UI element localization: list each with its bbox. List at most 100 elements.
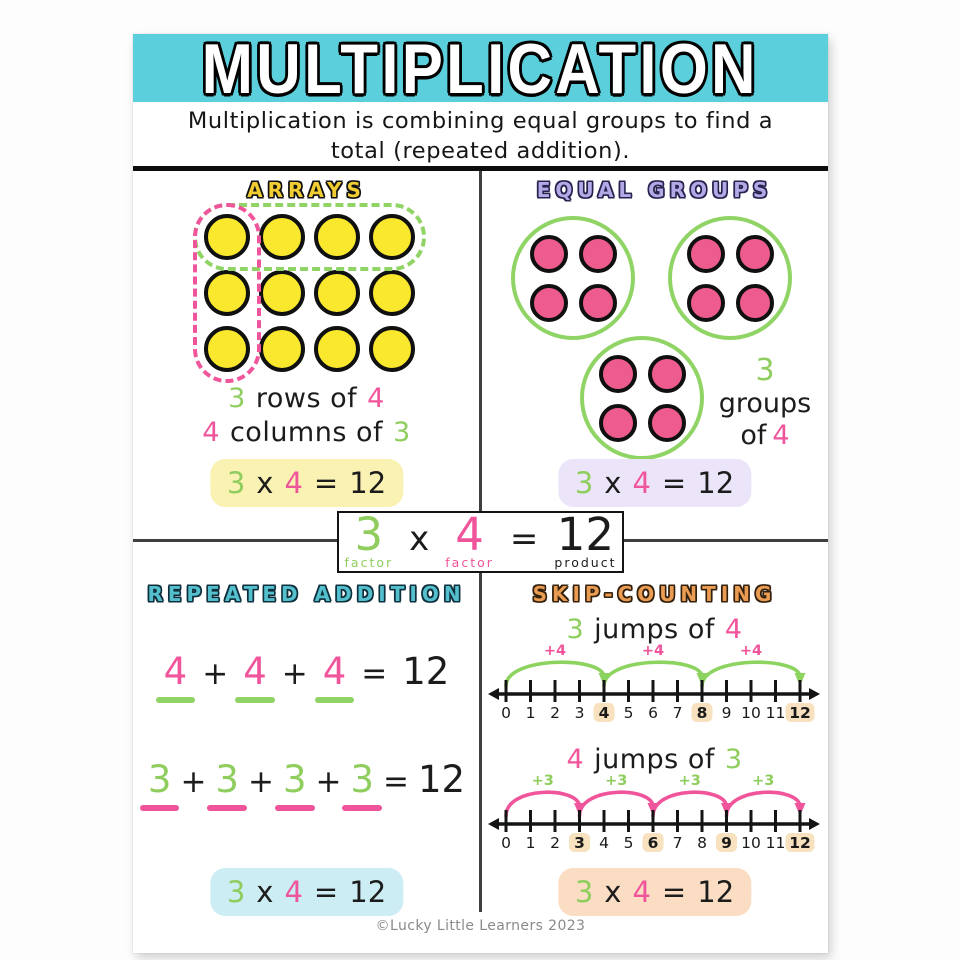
svg-text:9: 9 xyxy=(722,704,732,722)
svg-text:11: 11 xyxy=(766,834,786,852)
equation-equals: = xyxy=(661,875,687,909)
arrays-heading: ARRAYS xyxy=(247,178,366,202)
col-count: 4 xyxy=(202,417,220,448)
skip-counting-heading: SKIP-COUNTING xyxy=(532,582,777,606)
col-size: 3 xyxy=(393,417,411,448)
equation-product: 12 xyxy=(349,466,387,500)
svg-text:10: 10 xyxy=(741,834,761,852)
factor-product-equation-box: 3 factor x 4 factor = 12 product xyxy=(337,511,624,573)
equation-factor1: 3 xyxy=(226,875,246,909)
svg-text:4: 4 xyxy=(599,704,610,722)
yellow-counter xyxy=(204,270,250,316)
svg-text:+4: +4 xyxy=(544,644,566,659)
poster-title: MULTIPLICATION xyxy=(201,28,760,108)
equation-product: 12 xyxy=(697,466,735,500)
equation-times: x xyxy=(604,875,622,909)
multiplication-poster: MULTIPLICATION Multiplication is combini… xyxy=(133,28,828,953)
top-divider-rule xyxy=(133,166,828,171)
svg-text:+3: +3 xyxy=(752,774,774,789)
plus-sign: + xyxy=(180,764,207,800)
group-3-dots xyxy=(598,354,686,442)
yellow-counter xyxy=(314,270,360,316)
number-line-by-3: +3 +3 +3 +30 1 2 3 4 5 6 7 8 9 10 11 12 xyxy=(488,774,820,852)
col-caption-text: columns of xyxy=(229,417,384,448)
yellow-counter xyxy=(314,326,360,372)
plus-sign: + xyxy=(315,764,342,800)
addend: 3 xyxy=(275,758,314,811)
svg-text:7: 7 xyxy=(673,704,683,722)
groups-of-line: of 4 xyxy=(706,420,824,452)
groups-word: groups xyxy=(718,388,812,420)
repeated-addition-equation-2: 3 +3 +3 +3 = 12 xyxy=(133,758,480,811)
pink-counter xyxy=(647,403,686,442)
equation-equals: = xyxy=(661,466,687,500)
jump-size: 4 xyxy=(724,614,743,645)
svg-text:10: 10 xyxy=(741,704,761,722)
pink-counter xyxy=(598,403,637,442)
equals-sign: = xyxy=(509,519,539,559)
equation-factor1: 3 xyxy=(226,466,246,500)
group-circle-3 xyxy=(580,336,704,460)
equal-groups-heading: EQUAL GROUPS xyxy=(536,178,773,202)
svg-text:1: 1 xyxy=(526,704,536,722)
sum-total: 12 xyxy=(418,758,466,801)
product-part: 12 product xyxy=(554,508,616,569)
svg-text:7: 7 xyxy=(673,834,683,852)
yellow-counter xyxy=(369,326,415,372)
equation-equals: = xyxy=(313,875,339,909)
pink-counter xyxy=(647,354,686,393)
svg-text:12: 12 xyxy=(789,834,811,852)
pink-counter xyxy=(735,234,774,273)
svg-text:9: 9 xyxy=(721,834,732,852)
svg-text:6: 6 xyxy=(648,834,659,852)
factor2-number: 4 xyxy=(455,508,484,561)
pink-counter xyxy=(686,283,725,322)
title-banner: MULTIPLICATION xyxy=(133,28,828,108)
product-number: 12 xyxy=(556,508,615,561)
number-line-by-4: +4 +4 +40 1 2 3 4 5 6 7 8 9 10 11 12 xyxy=(488,644,820,722)
svg-text:2: 2 xyxy=(550,834,560,852)
subtitle-line-1: Multiplication is combining equal groups… xyxy=(187,108,774,134)
group-circle-2 xyxy=(668,216,792,340)
section-equal-groups: EQUAL GROUPS 3 groups of 4 3 x 4 = 12 xyxy=(481,171,828,539)
yellow-counter xyxy=(259,326,305,372)
equation-times: x xyxy=(256,466,274,500)
repeated-addition-equation-1: 4 +4 +4 = 12 xyxy=(133,650,480,703)
arrays-equation-pill: 3 x 4 = 12 xyxy=(209,459,404,507)
equation-factor2: 4 xyxy=(632,875,651,909)
row-caption-text: rows of xyxy=(255,383,358,414)
group-circle-1 xyxy=(511,216,635,340)
section-arrays: ARRAYS 3 rows of 4 4 columns of 3 3 x 4 = 12 xyxy=(133,171,480,539)
svg-text:0: 0 xyxy=(501,704,511,722)
pink-counter xyxy=(529,234,568,273)
equal-groups-caption: 3 groups of 4 xyxy=(706,353,824,452)
factor1-part: 3 factor xyxy=(344,512,394,570)
addend: 4 xyxy=(314,650,354,703)
equation-factor2: 4 xyxy=(284,875,303,909)
group-1-dots xyxy=(529,234,617,322)
svg-text:5: 5 xyxy=(624,834,634,852)
equation-product: 12 xyxy=(349,875,387,909)
equation-times: x xyxy=(256,875,274,909)
jumps-count: 4 xyxy=(566,744,585,775)
svg-text:+3: +3 xyxy=(532,774,554,789)
factor2-part: 4 factor xyxy=(445,508,494,569)
svg-text:4: 4 xyxy=(599,834,609,852)
pink-counter xyxy=(598,354,637,393)
addend: 3 xyxy=(207,758,247,811)
pink-counter xyxy=(578,283,617,322)
addend: 3 xyxy=(342,758,382,811)
yellow-counter xyxy=(259,270,305,316)
plus-sign: + xyxy=(281,656,308,692)
equation-factor1: 3 xyxy=(574,875,594,909)
factor1-label: factor xyxy=(344,554,394,570)
svg-text:+4: +4 xyxy=(642,644,664,659)
pink-counter xyxy=(735,283,774,322)
svg-text:3: 3 xyxy=(574,834,585,852)
equation-factor1: 3 xyxy=(574,466,594,500)
skip-counting-caption-1: 3 jumps of 4 xyxy=(481,614,828,645)
pink-counter xyxy=(529,283,568,322)
svg-text:12: 12 xyxy=(789,704,811,722)
arrays-row-caption: 3 rows of 4 xyxy=(133,383,480,414)
